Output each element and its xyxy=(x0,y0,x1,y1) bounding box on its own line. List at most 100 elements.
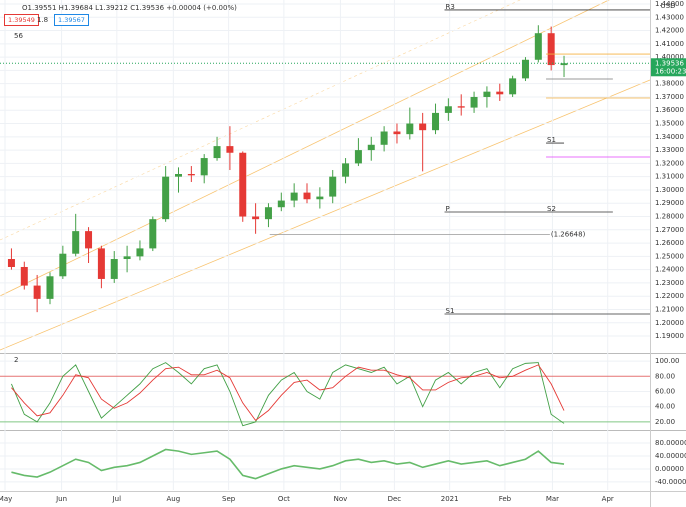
y-tick-label: 1.27000 xyxy=(655,226,684,234)
candle-body xyxy=(380,131,388,145)
ohlc: O1.39551 H1.39684 L1.39212 C1.39536 +0.0… xyxy=(22,4,237,12)
y-tick-label: 1.37000 xyxy=(655,93,684,101)
candle-body xyxy=(521,59,529,79)
x-tick-label: 2021 xyxy=(441,495,459,503)
y-tick-label: 1.30000 xyxy=(655,186,684,194)
candle-body xyxy=(149,219,157,249)
candle-body xyxy=(329,176,337,197)
candle-body xyxy=(72,231,80,254)
level-name: S1 xyxy=(446,307,455,315)
y-tick-label: 60.00 xyxy=(655,388,675,396)
y-tick-label: 1.34000 xyxy=(655,133,684,141)
last-price: 1.39536 xyxy=(655,59,684,67)
x-tick-label: Dec xyxy=(388,495,402,503)
level-label: (1.26648) xyxy=(551,230,586,238)
y-tick-label: 40.00000 xyxy=(655,452,686,460)
y-tick-label: 1.29000 xyxy=(655,199,684,207)
y-tick-label: 1.42000 xyxy=(655,27,684,35)
sell-button[interactable]: 1.39549 xyxy=(4,14,39,26)
level-name: S2 xyxy=(547,205,556,213)
spread: 1.8 xyxy=(37,16,49,24)
y-tick-label: 1.43000 xyxy=(655,13,684,21)
y-tick-label: 1.35000 xyxy=(655,120,684,128)
candle-body xyxy=(496,91,504,95)
candle-body xyxy=(277,200,285,208)
candle-body xyxy=(457,106,465,108)
candle-body xyxy=(200,158,208,176)
candle-body xyxy=(97,248,105,279)
y-tick-label: 1.26000 xyxy=(655,239,684,247)
candle-body xyxy=(174,174,182,177)
x-tick-label: Mar xyxy=(546,495,559,503)
y-tick-label: 40.00 xyxy=(655,403,675,411)
currency: USD xyxy=(661,2,676,10)
candle-body xyxy=(303,192,311,200)
y-tick-label: 1.32000 xyxy=(655,159,684,167)
candle-body xyxy=(213,146,221,159)
series-line xyxy=(11,364,565,422)
candle-body xyxy=(136,248,144,257)
candle-body xyxy=(393,131,401,135)
y-tick-label: -40.00000 xyxy=(655,478,686,486)
y-tick-label: 1.44000 xyxy=(655,0,684,8)
y-tick-label: 1.38000 xyxy=(655,80,684,88)
x-tick-label: Aug xyxy=(167,495,181,503)
candle-body xyxy=(406,123,414,135)
x-tick-label: Sep xyxy=(222,495,236,503)
y-tick-label: 1.23000 xyxy=(655,279,684,287)
candle-body xyxy=(264,207,272,220)
candle-body xyxy=(432,112,440,131)
candle-body xyxy=(123,256,131,260)
x-tick-label: May xyxy=(0,495,12,503)
candle-body xyxy=(7,259,15,267)
x-tick-label: Jul xyxy=(112,495,122,503)
candle-body xyxy=(239,152,247,217)
y-tick-label: 1.24000 xyxy=(655,266,684,274)
candle-body xyxy=(20,266,28,286)
level-name: R3 xyxy=(446,3,455,11)
channel-line xyxy=(0,79,651,351)
x-tick-label: Feb xyxy=(499,495,512,503)
y-tick-label: 0.00000 xyxy=(655,465,684,473)
candle-body xyxy=(59,253,67,277)
y-tick-label: 1.21000 xyxy=(655,305,684,313)
candle-body xyxy=(252,216,260,220)
candle-body xyxy=(46,276,54,299)
y-tick-label: 1.28000 xyxy=(655,213,684,221)
y-tick-label: 1.25000 xyxy=(655,252,684,260)
buy-button[interactable]: 1.39567 xyxy=(54,14,89,26)
candle-body xyxy=(33,285,41,299)
y-tick-label: 1.36000 xyxy=(655,106,684,114)
last-price-box xyxy=(651,58,686,77)
candle-body xyxy=(483,91,491,97)
candle-body xyxy=(316,196,324,200)
candle-body xyxy=(187,174,195,176)
candle-body xyxy=(85,231,93,249)
y-tick-label: 1.31000 xyxy=(655,173,684,181)
x-tick-label: Apr xyxy=(602,495,614,503)
candle-body xyxy=(290,192,298,201)
y-tick-label: 1.40000 xyxy=(655,53,684,61)
candle-body xyxy=(534,33,542,60)
candle-body xyxy=(367,144,375,151)
series-line xyxy=(11,362,565,427)
y-tick-label: 1.19000 xyxy=(655,332,684,340)
x-tick-label: Nov xyxy=(334,495,348,503)
candle-body xyxy=(560,63,568,66)
candle-body xyxy=(342,163,350,177)
level-name: P xyxy=(446,205,450,213)
y-tick-label: 20.00 xyxy=(655,418,675,426)
study-label: 56 xyxy=(14,32,23,40)
candle-body xyxy=(162,176,170,220)
candle-body xyxy=(444,106,452,113)
y-tick-label: 80.00 xyxy=(655,372,675,380)
x-tick-label: Jun xyxy=(55,495,67,503)
level-name: S1 xyxy=(547,136,556,144)
y-tick-label: 1.22000 xyxy=(655,292,684,300)
y-tick-label: 1.20000 xyxy=(655,319,684,327)
candle-body xyxy=(226,146,234,153)
candle-body xyxy=(419,123,427,131)
candle-body xyxy=(470,96,478,108)
candle-body xyxy=(354,150,362,164)
